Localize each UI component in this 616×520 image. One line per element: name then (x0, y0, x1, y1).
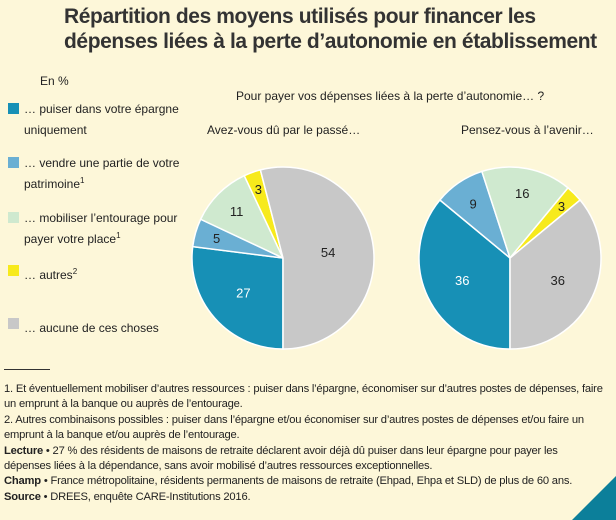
legend-label-other: … autres2 (24, 267, 78, 282)
notes: 1. Et éventuellement mobiliser d’autres … (4, 382, 604, 505)
scope-label: Champ (4, 475, 41, 488)
legend-swatch-savings (8, 103, 19, 114)
chart-question: Pour payer vos dépenses liées à la perte… (236, 89, 545, 103)
footnote-2: 2. Autres combinaisons possibles : puise… (4, 413, 584, 442)
reading-note: Lecture • 27 % des résidents de maisons … (4, 444, 558, 473)
data-label-entourage: 11 (230, 204, 244, 219)
pie-chart-past: 27 5 11 3 54 (191, 166, 375, 350)
unit-label: En % (40, 74, 69, 88)
pie-slice-entourage (480, 166, 570, 260)
legend-swatch-entourage (8, 212, 19, 223)
data-label-other: 3 (255, 182, 262, 197)
legend-swatch-other (8, 265, 19, 276)
pie-title-past: Avez-vous dû par le passé… (207, 123, 361, 137)
pie-slice-savings (191, 245, 284, 350)
source-label: Source (4, 490, 41, 503)
chart-title: Répartition des moyens utilisés pour fin… (64, 5, 597, 53)
legend-label-savings: … puiser dans votre épargne uniquement (24, 102, 179, 137)
data-label-none: 36 (551, 273, 565, 288)
notes-separator (4, 369, 50, 370)
pie-chart-future: 36 9 16 3 36 (418, 166, 602, 350)
corner-decoration (572, 476, 616, 520)
legend-label-patrimony: … vendre une partie de votre patrimoine1 (24, 156, 180, 191)
pie-slice-none (509, 198, 602, 350)
legend-label-entourage: … mobiliser l’entourage pour payer votre… (24, 211, 178, 246)
footnote-1: 1. Et éventuellement mobiliser d’autres … (4, 383, 603, 411)
pie-slice-none (259, 166, 375, 350)
data-label-savings: 27 (236, 285, 250, 300)
data-label-none: 54 (321, 245, 335, 260)
pie-charts: 27 5 11 3 54 36 9 16 3 36 (191, 166, 602, 350)
data-label-patrimony: 9 (470, 196, 477, 211)
reading-label: Lecture (4, 444, 44, 457)
legend-swatch-none (8, 318, 19, 329)
legend-swatch-patrimony (8, 157, 19, 168)
source-note: Source • DREES, enquête CARE-Institution… (4, 490, 251, 503)
pie-slice-savings (418, 198, 511, 350)
data-label-savings: 36 (455, 273, 469, 288)
legend-label-none: … aucune de ces choses (24, 321, 159, 335)
pie-title-future: Pensez-vous à l’avenir… (461, 123, 594, 137)
data-label-patrimony: 5 (213, 231, 220, 246)
scope-note: Champ • France métropolitaine, résidents… (4, 475, 573, 488)
data-label-entourage: 16 (515, 186, 529, 201)
data-label-other: 3 (558, 199, 565, 214)
